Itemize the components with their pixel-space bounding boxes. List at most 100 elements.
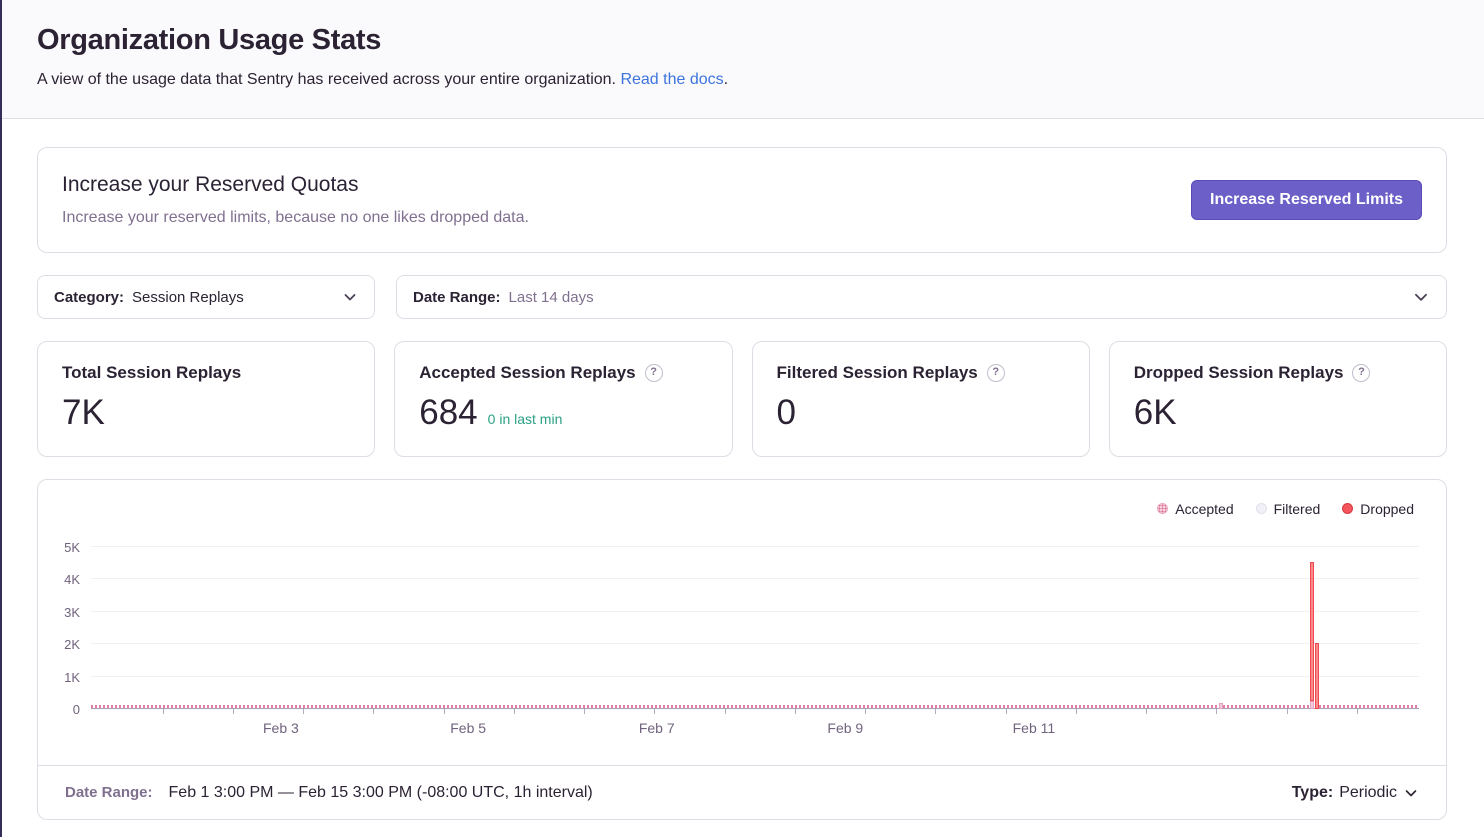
date-range-select-value: Last 14 days — [508, 288, 594, 306]
y-axis-tick-label: 4K — [64, 572, 80, 588]
quota-banner-description: Increase your reserved limits, because n… — [62, 209, 529, 226]
accepted-baseline-series — [91, 705, 1419, 708]
chart-footer: Date Range: Feb 1 3:00 PM — Feb 15 3:00 … — [38, 765, 1446, 819]
x-axis-tick — [584, 709, 586, 714]
help-icon[interactable]: ? — [986, 364, 1005, 382]
x-axis-tick — [654, 709, 656, 714]
dropped-bar[interactable] — [1314, 642, 1319, 709]
stat-card-value-row: 684 0 in last min — [419, 393, 707, 433]
x-axis-tick — [373, 709, 375, 714]
y-axis-tick-label: 1K — [64, 669, 80, 685]
x-axis-tick — [1286, 709, 1288, 714]
stat-card-value-row: 6K — [1134, 393, 1422, 433]
quota-banner-title: Increase your Reserved Quotas — [62, 173, 359, 196]
x-axis-tick — [865, 709, 867, 714]
legend-label: Filtered — [1273, 500, 1321, 517]
read-the-docs-link[interactable]: Read the docs — [620, 71, 724, 88]
page-subtitle-text: A view of the usage data that Sentry has… — [37, 71, 621, 88]
accepted-bar[interactable] — [1219, 702, 1224, 709]
x-axis-tick — [513, 709, 515, 714]
x-axis-tick — [1075, 709, 1077, 714]
x-axis-line — [91, 708, 1419, 709]
gridline — [91, 610, 1419, 612]
y-axis-tick-label: 2K — [64, 637, 80, 653]
stat-card-value: 684 — [419, 393, 478, 432]
y-axis-tick-label: 5K — [64, 540, 80, 555]
x-axis-tick — [232, 709, 234, 714]
stat-card-value-row: 0 — [777, 393, 1065, 433]
stat-card-title-text: Dropped Session Replays — [1133, 363, 1344, 382]
x-axis-tick-label: Feb 7 — [638, 720, 675, 736]
x-axis-tick — [1005, 709, 1007, 714]
type-select-value: Periodic — [1339, 783, 1397, 801]
stat-card-title-text: Total Session Replays — [62, 363, 242, 382]
date-range-select[interactable]: Date Range: Last 14 days — [396, 275, 1447, 319]
x-axis-tick — [935, 709, 937, 714]
quota-banner: Increase your Reserved Quotas Increase y… — [37, 147, 1447, 253]
date-range-select-label: Date Range: — [413, 288, 501, 306]
page-header: Organization Usage Stats A view of the u… — [0, 0, 1484, 119]
help-icon[interactable]: ? — [1352, 364, 1371, 382]
stat-card-accepted: Accepted Session Replays ? 684 0 in last… — [394, 341, 733, 457]
category-select[interactable]: Category: Session Replays — [37, 275, 375, 319]
category-select-value: Session Replays — [132, 288, 244, 306]
page-subtitle: A view of the usage data that Sentry has… — [37, 71, 1444, 89]
filter-row: Category: Session Replays Date Range: La… — [37, 275, 1447, 319]
stat-card-value: 6K — [1133, 393, 1177, 432]
footer-date-range: Date Range: Feb 1 3:00 PM — Feb 15 3:00 … — [65, 784, 593, 802]
gridline — [91, 675, 1419, 677]
page-title: Organization Usage Stats — [37, 24, 382, 56]
usage-bar-chart[interactable]: 0 1K 2K 3K 4K 5K Feb 3 Feb 5 Feb 7 Feb 9 Feb 11 — [64, 540, 1419, 736]
stat-card-title: Accepted Session Replays ? — [419, 363, 707, 383]
stat-card-subvalue: 0 in last min — [487, 411, 563, 427]
chevron-down-icon — [342, 289, 358, 305]
x-axis-tick — [1216, 709, 1218, 714]
stat-card-dropped: Dropped Session Replays ? 6K — [1108, 341, 1447, 457]
quota-banner-text: Increase your Reserved Quotas Increase y… — [62, 173, 529, 227]
x-axis-tick — [303, 709, 305, 714]
type-select-label: Type: — [1291, 783, 1334, 801]
x-axis-tick-label: Feb 3 — [262, 720, 299, 736]
stat-card-title: Filtered Session Replays ? — [777, 363, 1065, 383]
accepted-legend-dot-icon — [1157, 503, 1169, 514]
increase-reserved-limits-button[interactable]: Increase Reserved Limits — [1191, 180, 1422, 220]
x-axis-tick-label: Feb 5 — [450, 720, 487, 736]
x-axis-tick — [794, 709, 796, 714]
usage-chart-panel: Accepted Filtered Dropped 0 1K 2K 3K 4K 5K Feb… — [37, 479, 1447, 820]
x-axis-tick-label: Feb 9 — [827, 720, 864, 736]
x-axis-tick — [1356, 709, 1358, 714]
legend-label: Dropped — [1360, 500, 1414, 517]
sidebar-edge — [0, 0, 2, 837]
stat-cards-row: Total Session Replays 7K Accepted Sessio… — [37, 341, 1447, 457]
x-axis-tick — [162, 709, 164, 714]
footer-date-range-label: Date Range: — [65, 784, 153, 801]
y-axis-tick-label: 3K — [64, 604, 80, 620]
legend-item-filtered[interactable]: Filtered — [1255, 500, 1321, 517]
x-axis-tick — [443, 709, 445, 714]
stat-card-title: Dropped Session Replays ? — [1134, 363, 1422, 383]
gridline — [91, 546, 1419, 547]
stat-card-value-row: 7K — [62, 393, 350, 433]
legend-label: Accepted — [1175, 500, 1234, 517]
x-axis-tick — [724, 709, 726, 714]
gridline — [91, 578, 1419, 580]
y-axis-tick-label: 0 — [72, 702, 80, 717]
filtered-legend-dot-icon — [1255, 503, 1267, 514]
main-content: Increase your Reserved Quotas Increase y… — [0, 119, 1484, 820]
accepted-bar[interactable] — [1310, 700, 1315, 709]
chevron-down-icon — [1412, 288, 1430, 306]
page-subtitle-period: . — [723, 71, 729, 88]
dropped-bar[interactable] — [1310, 561, 1315, 701]
chart-legend: Accepted Filtered Dropped — [38, 480, 1446, 517]
chevron-down-icon — [1403, 785, 1419, 801]
stat-card-title: Total Session Replays — [62, 363, 350, 383]
stat-card-filtered: Filtered Session Replays ? 0 — [751, 341, 1090, 457]
x-axis-tick — [1146, 709, 1148, 714]
x-axis-tick-label: Feb 11 — [1012, 720, 1056, 736]
legend-item-accepted[interactable]: Accepted — [1157, 500, 1234, 517]
type-select[interactable]: Type: Periodic — [1292, 784, 1419, 802]
footer-date-range-value: Feb 1 3:00 PM — Feb 15 3:00 PM (-08:00 U… — [168, 783, 593, 801]
help-icon[interactable]: ? — [644, 364, 663, 382]
gridline — [91, 643, 1419, 645]
legend-item-dropped[interactable]: Dropped — [1342, 500, 1414, 517]
